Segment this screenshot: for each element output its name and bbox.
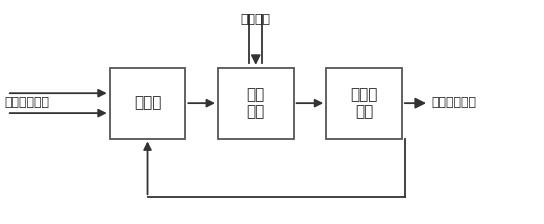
Bar: [110, 68, 186, 139]
Text: 切换
开关: 切换 开关: [246, 87, 265, 119]
Bar: [326, 68, 402, 139]
Text: 参考时钟信号: 参考时钟信号: [4, 96, 49, 109]
Text: 压控振
荡器: 压控振 荡器: [350, 87, 378, 119]
Text: 锁相环: 锁相环: [134, 96, 161, 111]
Text: 基带信号: 基带信号: [241, 13, 271, 26]
Bar: [218, 68, 294, 139]
Text: 射频调制信号: 射频调制信号: [431, 96, 477, 109]
